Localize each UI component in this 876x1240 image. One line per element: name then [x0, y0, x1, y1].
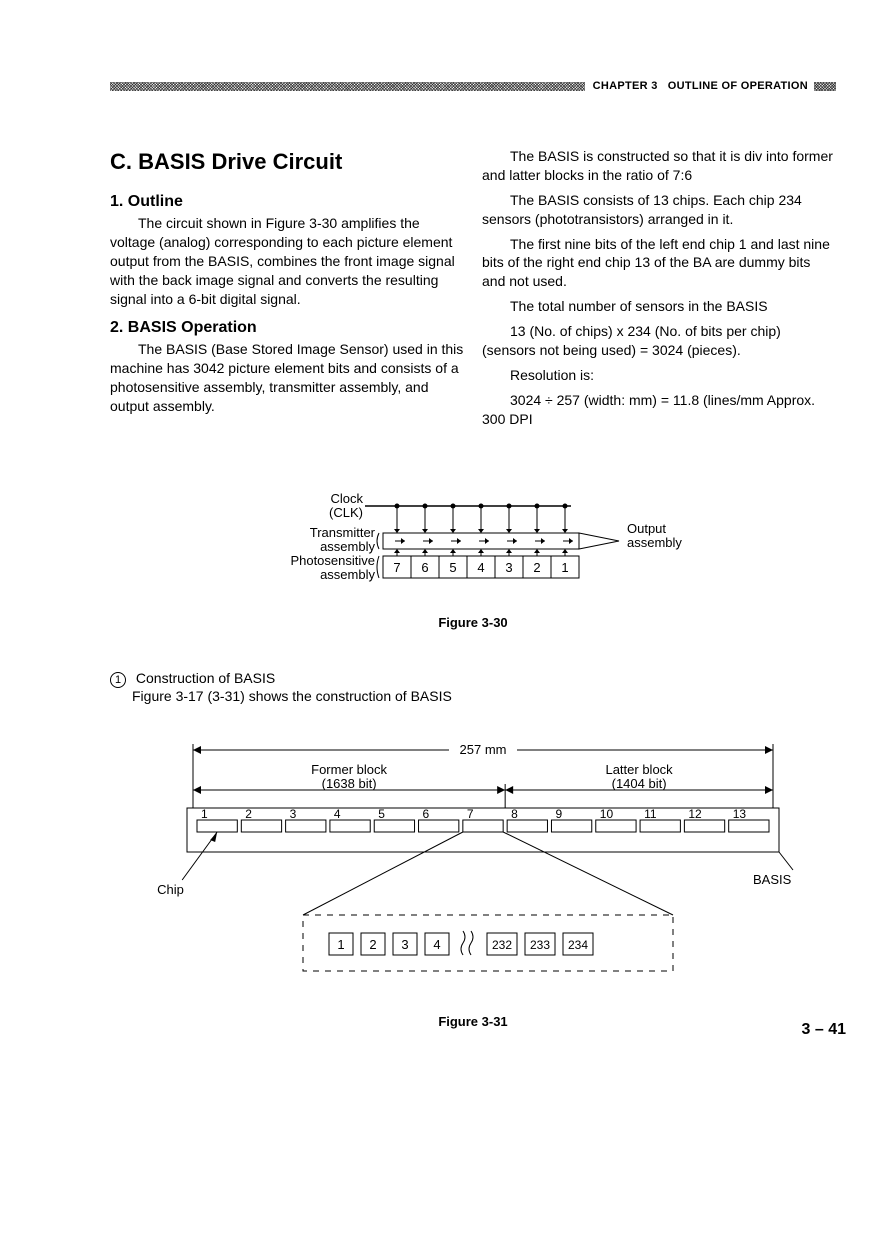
sub1-para: The circuit shown in Figure 3-30 amplifi… — [110, 214, 464, 308]
sub1-title: 1. Outline — [110, 191, 464, 213]
right-p2: The BASIS consists of 13 chips. Each chi… — [482, 191, 836, 229]
svg-text:Clock: Clock — [330, 491, 363, 506]
svg-text:1: 1 — [561, 560, 568, 575]
svg-text:3: 3 — [401, 937, 408, 952]
figure-3-30-svg: 7654321Clock(CLK)TransmitterassemblyPhot… — [213, 461, 733, 601]
construction-title-line: 1 Construction of BASIS — [110, 670, 836, 688]
svg-text:232: 232 — [492, 938, 512, 952]
svg-text:5: 5 — [378, 807, 385, 821]
right-p6: Resolution is: — [482, 366, 836, 385]
svg-text:8: 8 — [511, 807, 518, 821]
right-column: The BASIS is constructed so that it is d… — [482, 147, 836, 435]
figure-3-31-caption: Figure 3-31 — [110, 1014, 836, 1029]
header-chapter: CHAPTER 3 OUTLINE OF OPERATION — [585, 80, 808, 92]
sub2-para: The BASIS (Base Stored Image Sensor) use… — [110, 340, 464, 416]
svg-text:Former block: Former block — [311, 762, 387, 777]
chapter-label: CHAPTER 3 — [593, 80, 658, 92]
svg-text:3: 3 — [290, 807, 297, 821]
svg-text:2: 2 — [245, 807, 252, 821]
header-hatch-right — [814, 82, 836, 91]
page-number: 3 – 41 — [802, 1021, 846, 1039]
construction-block: 1 Construction of BASIS Figure 3-17 (3-3… — [110, 670, 836, 704]
svg-text:Photosensitive: Photosensitive — [290, 553, 375, 568]
svg-text:4: 4 — [477, 560, 484, 575]
figure-3-31-svg: 12345678910111213257 mmFormer block(1638… — [133, 730, 813, 1000]
svg-text:assembly: assembly — [320, 567, 375, 582]
svg-text:9: 9 — [555, 807, 562, 821]
header-hatch-left — [110, 82, 585, 91]
svg-text:(1638 bit): (1638 bit) — [322, 776, 377, 791]
svg-text:4: 4 — [334, 807, 341, 821]
svg-text:7: 7 — [393, 560, 400, 575]
right-p1: The BASIS is constructed so that it is d… — [482, 147, 836, 185]
section-title: C. BASIS Drive Circuit — [110, 147, 464, 177]
svg-text:6: 6 — [421, 560, 428, 575]
svg-text:assembly: assembly — [627, 535, 682, 550]
svg-text:3: 3 — [505, 560, 512, 575]
svg-text:BASIS: BASIS — [753, 872, 792, 887]
svg-text:10: 10 — [600, 807, 614, 821]
svg-text:7: 7 — [467, 807, 474, 821]
right-p3: The first nine bits of the left end chip… — [482, 235, 836, 292]
svg-text:12: 12 — [688, 807, 702, 821]
figure-3-31: 12345678910111213257 mmFormer block(1638… — [110, 730, 836, 1029]
svg-text:1: 1 — [337, 937, 344, 952]
body-columns: C. BASIS Drive Circuit 1. Outline The ci… — [110, 147, 836, 435]
svg-text:Latter block: Latter block — [605, 762, 673, 777]
svg-text:Chip: Chip — [157, 882, 184, 897]
svg-text:234: 234 — [568, 938, 588, 952]
svg-text:Output: Output — [627, 521, 666, 536]
left-column: C. BASIS Drive Circuit 1. Outline The ci… — [110, 147, 464, 435]
svg-text:257 mm: 257 mm — [460, 742, 507, 757]
sub2-title: 2. BASIS Operation — [110, 317, 464, 339]
svg-text:233: 233 — [530, 938, 550, 952]
svg-text:assembly: assembly — [320, 539, 375, 554]
figure-3-30-caption: Figure 3-30 — [110, 615, 836, 630]
svg-text:5: 5 — [449, 560, 456, 575]
svg-text:13: 13 — [733, 807, 747, 821]
construction-desc: Figure 3-17 (3-31) shows the constructio… — [132, 688, 836, 704]
chapter-title: OUTLINE OF OPERATION — [668, 80, 808, 92]
svg-text:6: 6 — [423, 807, 430, 821]
page-header: CHAPTER 3 OUTLINE OF OPERATION — [110, 80, 836, 92]
construction-title: Construction of BASIS — [136, 670, 275, 686]
svg-text:4: 4 — [433, 937, 440, 952]
svg-text:Transmitter: Transmitter — [310, 525, 376, 540]
svg-text:2: 2 — [533, 560, 540, 575]
svg-text:(1404 bit): (1404 bit) — [612, 776, 667, 791]
svg-text:11: 11 — [644, 807, 657, 821]
right-p5: 13 (No. of chips) x 234 (No. of bits per… — [482, 322, 836, 360]
circled-number-icon: 1 — [110, 672, 126, 688]
svg-text:1: 1 — [201, 807, 208, 821]
svg-text:2: 2 — [369, 937, 376, 952]
right-p4: The total number of sensors in the BASIS — [482, 297, 836, 316]
svg-text:(CLK): (CLK) — [329, 505, 363, 520]
right-p7: 3024 ÷ 257 (width: mm) = 11.8 (lines/mm … — [482, 391, 836, 429]
figure-3-30: 7654321Clock(CLK)TransmitterassemblyPhot… — [110, 461, 836, 630]
